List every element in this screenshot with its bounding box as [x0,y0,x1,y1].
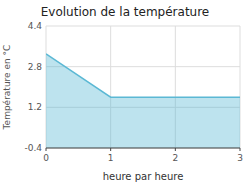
x-axis-line [46,148,240,149]
x-axis-label: heure par heure [103,171,184,182]
axes: 0 1 2 3 -0.4 1.2 2.8 4.4 [24,21,242,163]
y-grid-line [46,26,240,27]
area-fill [46,54,240,148]
y-tick-label: 4.4 [28,21,43,31]
y-tick-label: 1.2 [28,102,42,112]
x-tick-label: 0 [43,153,49,163]
x-tick [240,148,241,151]
y-grid-line [46,66,240,67]
chart-container: 0 1 2 3 -0.4 1.2 2.8 4.4 Evolution de la tempéra… [0,0,250,188]
plot-area [46,54,240,148]
page: {"chart_data": {"type": "area", "title":… [0,0,250,188]
x-tick [110,148,111,151]
title: Evolution de la température [41,5,210,19]
x-tick-label: 1 [108,153,114,163]
chart-svg: 0 1 2 3 -0.4 1.2 2.8 4.4 Evolution de la tempéra… [0,0,250,188]
x-tick-label: 3 [237,153,243,163]
grid [46,26,240,148]
y-grid-line [46,148,240,149]
x-tick-label: 2 [172,153,178,163]
area-line [46,54,240,97]
y-tick-label: -0.4 [24,143,42,153]
x-tick [46,148,47,151]
x-tick [175,148,176,151]
y-tick-label: 2.8 [28,62,43,72]
y-axis-label: Température en °C [2,45,12,131]
